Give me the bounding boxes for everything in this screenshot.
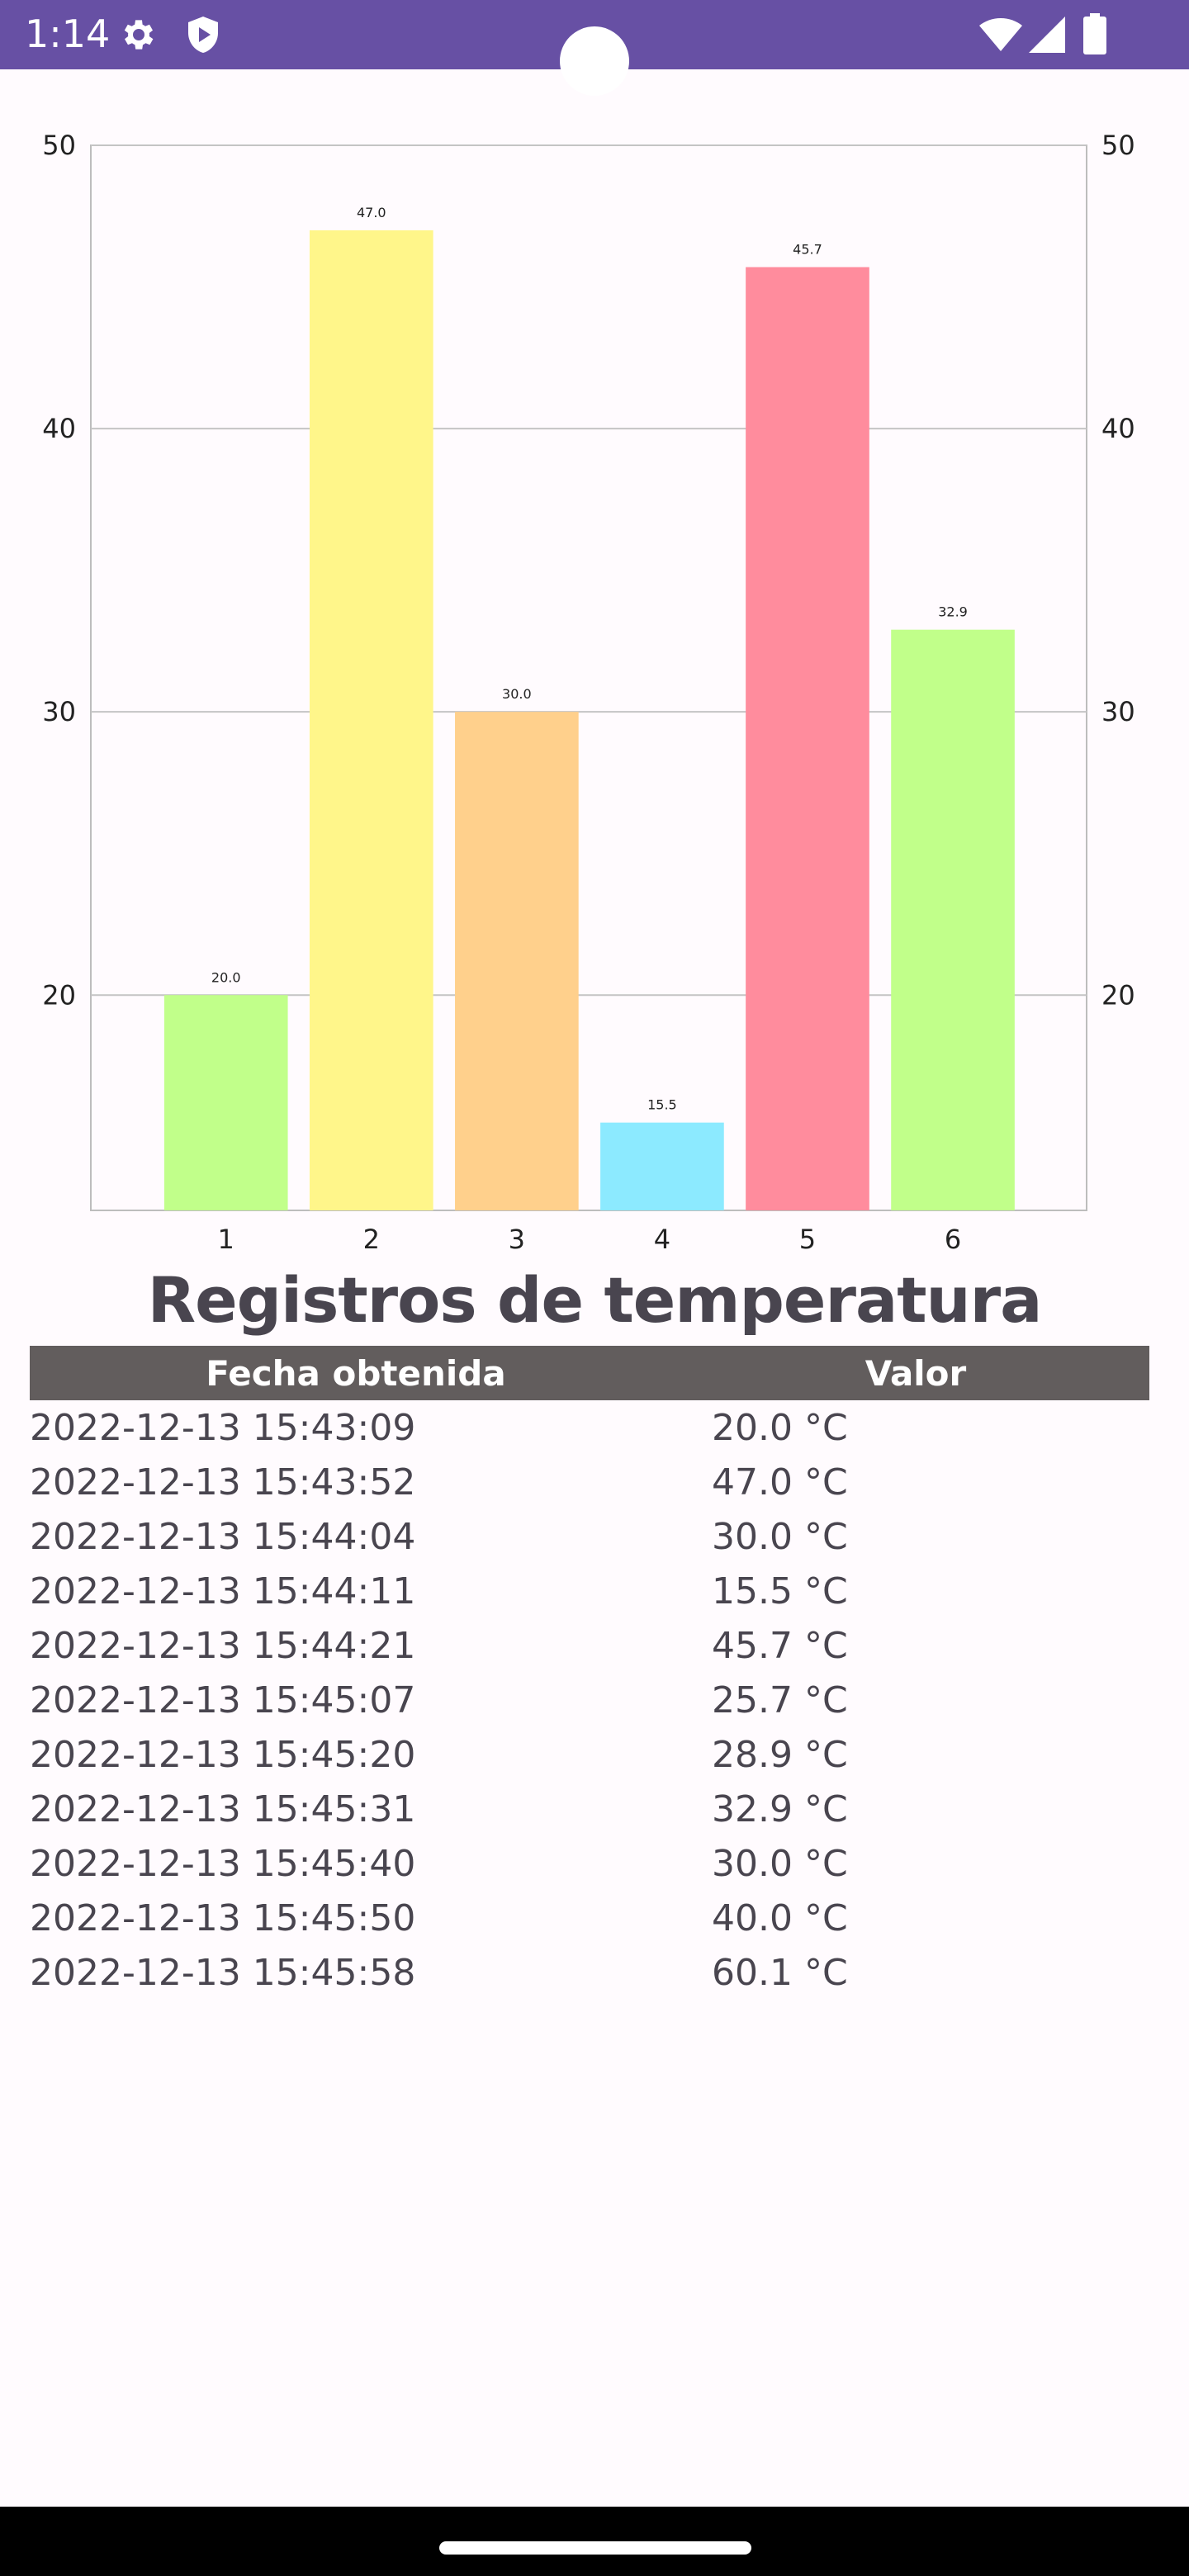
wifi-icon [979, 18, 1022, 54]
cell-value: 40.0 °C [712, 1896, 848, 1939]
bar-value-label: 47.0 [357, 205, 386, 220]
y-tick-label-right: 30 [1101, 696, 1135, 727]
bar-chart: 20 20 30 30 40 40 50 50 20.0 1 47.0 2 30.0 3 15.5 4 45.7… [42, 130, 1135, 1255]
cell-date: 2022-12-13 15:45:07 [30, 1679, 416, 1721]
bar-value-label: 32.9 [938, 604, 968, 620]
y-tick-label-left: 40 [42, 413, 76, 444]
table-row: 2022-12-13 15:45:20 28.9 °C [30, 1727, 1149, 1782]
table-body: 2022-12-13 15:43:09 20.0 °C 2022-12-13 15:… [30, 1400, 1149, 2000]
bar-value-label: 45.7 [793, 242, 822, 258]
y-tick-label-right: 40 [1101, 413, 1135, 444]
bar [600, 1122, 724, 1210]
cell-value: 32.9 °C [712, 1788, 848, 1830]
bar-value-label: 30.0 [502, 686, 532, 702]
cell-date: 2022-12-13 15:45:31 [30, 1788, 416, 1830]
cell-value: 25.7 °C [712, 1679, 848, 1721]
y-tick-label-left: 30 [42, 696, 76, 727]
x-tick-label: 6 [945, 1224, 961, 1255]
x-tick-label: 4 [654, 1224, 670, 1255]
cell-value: 47.0 °C [712, 1461, 848, 1503]
bar [163, 995, 288, 1210]
x-tick-label: 3 [509, 1224, 525, 1255]
y-tick-label-left: 20 [42, 979, 76, 1011]
shield-play-icon [185, 15, 221, 58]
temperature-table: Fecha obtenida Valor 2022-12-13 15:43:09… [30, 1346, 1149, 2000]
table-row: 2022-12-13 15:43:09 20.0 °C [30, 1400, 1149, 1455]
bar-value-label: 20.0 [211, 969, 241, 985]
bar [891, 629, 1015, 1210]
x-tick-label: 1 [218, 1224, 234, 1255]
table-row: 2022-12-13 15:45:07 25.7 °C [30, 1673, 1149, 1727]
cell-value: 30.0 °C [712, 1515, 848, 1558]
signal-icon [1029, 17, 1065, 56]
table-row: 2022-12-13 15:45:31 32.9 °C [30, 1782, 1149, 1836]
header-value: Valor [865, 1352, 967, 1394]
cell-date: 2022-12-13 15:43:52 [30, 1461, 416, 1503]
cell-date: 2022-12-13 15:45:20 [30, 1733, 416, 1776]
cell-date: 2022-12-13 15:45:58 [30, 1951, 416, 1994]
status-time: 1:14 [25, 12, 111, 56]
bar-value-label: 15.5 [647, 1097, 677, 1113]
y-tick-label-right: 20 [1101, 979, 1135, 1011]
bar [309, 230, 433, 1210]
cell-date: 2022-12-13 15:45:40 [30, 1842, 416, 1885]
y-tick-label-right: 50 [1101, 130, 1135, 161]
header-date: Fecha obtenida [206, 1352, 506, 1394]
cell-date: 2022-12-13 15:44:21 [30, 1624, 416, 1667]
battery-icon [1083, 13, 1106, 58]
cell-value: 20.0 °C [712, 1406, 848, 1449]
table-row: 2022-12-13 15:44:04 30.0 °C [30, 1509, 1149, 1564]
cell-date: 2022-12-13 15:44:11 [30, 1570, 416, 1612]
table-row: 2022-12-13 15:45:50 40.0 °C [30, 1891, 1149, 1945]
cell-value: 15.5 °C [712, 1570, 848, 1612]
cell-value: 45.7 °C [712, 1624, 848, 1667]
cell-value: 30.0 °C [712, 1842, 848, 1885]
cell-value: 28.9 °C [712, 1733, 848, 1776]
home-gesture-handle[interactable] [439, 2541, 751, 2555]
x-tick-label: 2 [363, 1224, 380, 1255]
gear-icon [119, 15, 159, 58]
x-tick-label: 5 [799, 1224, 816, 1255]
table-row: 2022-12-13 15:45:58 60.1 °C [30, 1945, 1149, 2000]
y-tick-label-left: 50 [42, 130, 76, 161]
bar [746, 267, 869, 1210]
table-row: 2022-12-13 15:45:40 30.0 °C [30, 1836, 1149, 1891]
table-row: 2022-12-13 15:43:52 47.0 °C [30, 1455, 1149, 1509]
table-row: 2022-12-13 15:44:11 15.5 °C [30, 1564, 1149, 1618]
cell-date: 2022-12-13 15:45:50 [30, 1896, 416, 1939]
cell-date: 2022-12-13 15:44:04 [30, 1515, 416, 1558]
camera-cutout [560, 26, 629, 96]
table-row: 2022-12-13 15:44:21 45.7 °C [30, 1618, 1149, 1673]
cell-date: 2022-12-13 15:43:09 [30, 1406, 416, 1449]
cell-value: 60.1 °C [712, 1951, 848, 1994]
table-header: Fecha obtenida Valor [30, 1346, 1149, 1400]
bar [455, 712, 579, 1210]
page-title: Registros de temperatura [147, 1263, 1043, 1337]
